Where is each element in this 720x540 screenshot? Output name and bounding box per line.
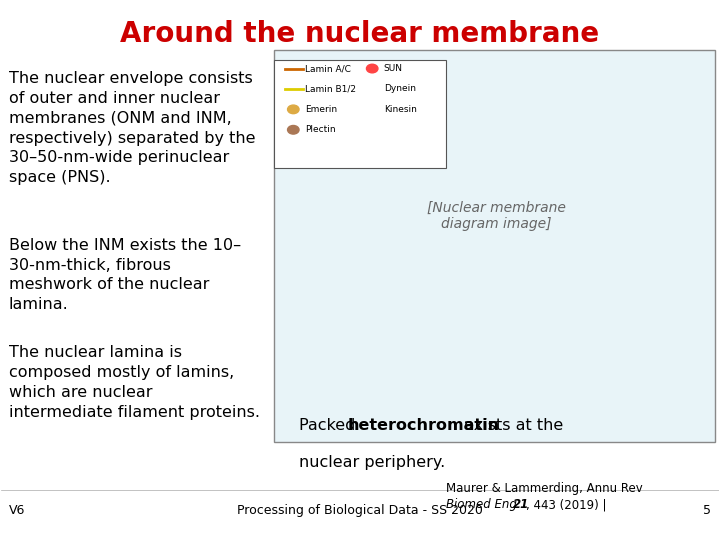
Text: V6: V6 [9,504,25,517]
Text: heterochromatin: heterochromatin [348,418,500,433]
Text: SUN: SUN [384,64,402,73]
Circle shape [366,64,378,73]
Text: Emerin: Emerin [305,105,337,114]
Circle shape [287,125,299,134]
Text: Kinesin: Kinesin [384,105,417,114]
Text: 5: 5 [703,504,711,517]
Text: nuclear periphery.: nuclear periphery. [299,455,445,470]
FancyBboxPatch shape [1,39,719,538]
Text: Plectin: Plectin [305,125,336,134]
Text: Maurer & Lammerding, Annu Rev: Maurer & Lammerding, Annu Rev [446,482,643,495]
Text: Lamin A/C: Lamin A/C [305,64,351,73]
Text: Biomed Eng: Biomed Eng [446,498,521,511]
FancyBboxPatch shape [274,60,446,168]
Text: Lamin B1/2: Lamin B1/2 [305,84,356,93]
Text: The nuclear envelope consists
of outer and inner nuclear
membranes (ONM and INM,: The nuclear envelope consists of outer a… [9,71,255,185]
Text: 21: 21 [513,498,529,511]
Text: Packed: Packed [299,418,361,433]
Text: exists at the: exists at the [459,418,563,433]
Text: Around the nuclear membrane: Around the nuclear membrane [120,20,600,48]
FancyBboxPatch shape [274,50,715,442]
Text: Below the INM exists the 10–
30-nm-thick, fibrous
meshwork of the nuclear
lamina: Below the INM exists the 10– 30-nm-thick… [9,238,240,312]
Text: Dynein: Dynein [384,84,415,93]
Text: [Nuclear membrane
diagram image]: [Nuclear membrane diagram image] [427,201,566,231]
Text: The nuclear lamina is
composed mostly of lamins,
which are nuclear
intermediate : The nuclear lamina is composed mostly of… [9,345,260,420]
Circle shape [287,105,299,113]
Text: , 443 (2019) |: , 443 (2019) | [526,498,606,511]
Text: Processing of Biological Data - SS 2020: Processing of Biological Data - SS 2020 [237,504,483,517]
